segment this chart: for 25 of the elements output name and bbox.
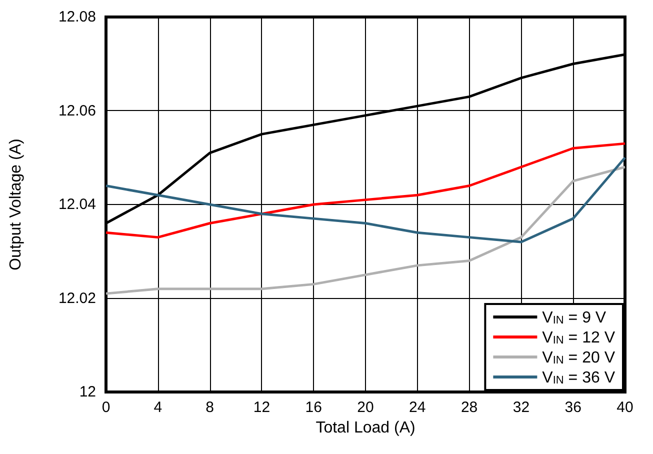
x-tick-label: 20 <box>357 399 374 416</box>
x-tick-label: 0 <box>102 399 110 416</box>
x-tick-label: 12 <box>253 399 270 416</box>
legend-label: VIN = 12 V <box>542 330 616 346</box>
y-tick-label: 12.02 <box>58 290 96 307</box>
y-tick-label: 12 <box>79 384 96 400</box>
line-series <box>104 142 626 239</box>
legend-label: VIN = 9 V <box>542 310 606 326</box>
y-tick-label: 12.04 <box>58 196 96 213</box>
legend-label: VIN = 20 V <box>542 350 616 366</box>
line-series <box>104 156 626 244</box>
x-tick-label: 36 <box>564 399 582 416</box>
legend-label: VIN = 36 V <box>542 370 616 386</box>
line-series <box>104 166 626 295</box>
y-tick-label: 12.06 <box>58 102 96 120</box>
x-tick-label: 32 <box>512 399 530 416</box>
x-tick-label: 4 <box>154 399 162 416</box>
x-tick-label: 16 <box>305 399 322 416</box>
y-tick-label: 12.08 <box>58 8 96 26</box>
x-tick-label: 24 <box>409 399 426 416</box>
x-tick-label: 40 <box>616 399 634 416</box>
x-tick-label: 28 <box>460 399 478 416</box>
y-axis-title: Output Voltage (A) <box>8 138 24 270</box>
x-axis-title: Total Load (A) <box>316 419 416 436</box>
x-tick-label: 8 <box>206 399 214 416</box>
